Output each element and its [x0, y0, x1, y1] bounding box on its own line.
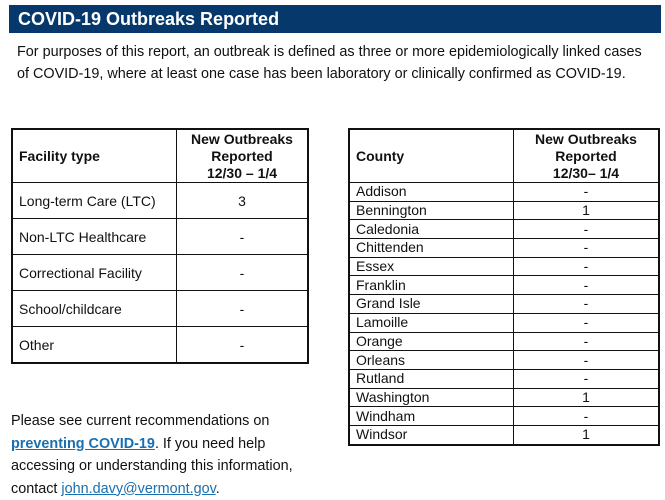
- county-table-header: County New Outbreaks Reported 12/30– 1/4: [348, 128, 660, 183]
- county-label: Caledonia: [348, 219, 514, 240]
- table-row: Essex -: [348, 256, 660, 277]
- table-row: Orleans -: [348, 350, 660, 370]
- county-value: -: [513, 256, 660, 277]
- county-table: County New Outbreaks Reported 12/30– 1/4…: [348, 128, 660, 446]
- page-title: COVID-19 Outbreaks Reported: [9, 5, 661, 33]
- table-row: Grand Isle -: [348, 294, 660, 314]
- county-label: Bennington: [348, 200, 514, 221]
- facility-label: Non-LTC Healthcare: [11, 218, 177, 255]
- county-value: -: [513, 219, 660, 240]
- table-row: Long-term Care (LTC) 3: [11, 182, 309, 219]
- table-row: Addison -: [348, 182, 660, 202]
- facility-outbreaks-header: New Outbreaks Reported 12/30 – 1/4: [176, 128, 309, 183]
- table-row: Orange -: [348, 331, 660, 352]
- table-row: Franklin -: [348, 275, 660, 296]
- county-value: 1: [513, 424, 660, 446]
- header-line: 12/30 – 1/4: [206, 164, 278, 181]
- table-row: Windsor 1: [348, 424, 660, 446]
- table-row: Rutland -: [348, 368, 660, 389]
- county-value: -: [513, 294, 660, 314]
- county-value: -: [513, 350, 660, 370]
- facility-value: -: [176, 218, 309, 255]
- contact-email-link[interactable]: john.davy@vermont.gov: [61, 480, 216, 497]
- county-label: Essex: [348, 256, 514, 277]
- county-label: Franklin: [348, 275, 514, 296]
- county-label: Chittenden: [348, 238, 514, 258]
- header-line: Reported: [555, 147, 617, 164]
- table-row: Washington 1: [348, 387, 660, 408]
- footer-text: .: [215, 480, 220, 497]
- facility-label: School/childcare: [11, 290, 177, 327]
- county-value: -: [513, 331, 660, 352]
- table-row: Lamoille -: [348, 312, 660, 333]
- county-label: Addison: [348, 182, 514, 202]
- county-label: Rutland: [348, 368, 514, 389]
- county-value: -: [513, 275, 660, 296]
- table-row: Caledonia -: [348, 219, 660, 240]
- county-label: Orleans: [348, 350, 514, 370]
- facility-label: Other: [11, 326, 177, 364]
- table-row: Chittenden -: [348, 238, 660, 258]
- county-value: -: [513, 406, 660, 426]
- county-label: Washington: [348, 387, 514, 408]
- header-line: New Outbreaks: [191, 130, 293, 147]
- county-label: Lamoille: [348, 312, 514, 333]
- county-label: Windham: [348, 406, 514, 426]
- county-outbreaks-header: New Outbreaks Reported 12/30– 1/4: [513, 128, 660, 183]
- footer-text: Please see current recommendations on: [11, 413, 270, 429]
- header-line: Reported: [211, 147, 273, 164]
- facility-label: Long-term Care (LTC): [11, 182, 177, 219]
- footer-note: Please see current recommendations on pr…: [11, 410, 331, 500]
- facility-value: -: [176, 290, 309, 327]
- header-line: New Outbreaks: [535, 130, 637, 147]
- intro-paragraph: For purposes of this report, an outbreak…: [17, 44, 642, 82]
- header-line: 12/30– 1/4: [552, 164, 620, 181]
- facility-value: 3: [176, 182, 309, 219]
- county-value: -: [513, 312, 660, 333]
- facility-value: -: [176, 254, 309, 291]
- facility-table: Facility type New Outbreaks Reported 12/…: [11, 128, 309, 364]
- county-value: -: [513, 182, 660, 202]
- table-row: Correctional Facility -: [11, 254, 309, 291]
- facility-table-header: Facility type New Outbreaks Reported 12/…: [11, 128, 309, 183]
- county-value: 1: [513, 200, 660, 221]
- table-row: Windham -: [348, 406, 660, 426]
- facility-label: Correctional Facility: [11, 254, 177, 291]
- county-value: -: [513, 238, 660, 258]
- table-row: Non-LTC Healthcare -: [11, 218, 309, 255]
- footer-text: . If you need help accessing or understa…: [11, 435, 293, 497]
- county-value: 1: [513, 387, 660, 408]
- county-label: Windsor: [348, 424, 514, 446]
- facility-value: -: [176, 326, 309, 364]
- county-label: Grand Isle: [348, 294, 514, 314]
- table-row: School/childcare -: [11, 290, 309, 327]
- facility-type-header: Facility type: [11, 128, 177, 183]
- county-label: Orange: [348, 331, 514, 352]
- county-value: -: [513, 368, 660, 389]
- table-row: Bennington 1: [348, 200, 660, 221]
- table-row: Other -: [11, 326, 309, 364]
- preventing-covid-link[interactable]: preventing COVID-19: [11, 435, 155, 452]
- county-header: County: [348, 128, 514, 183]
